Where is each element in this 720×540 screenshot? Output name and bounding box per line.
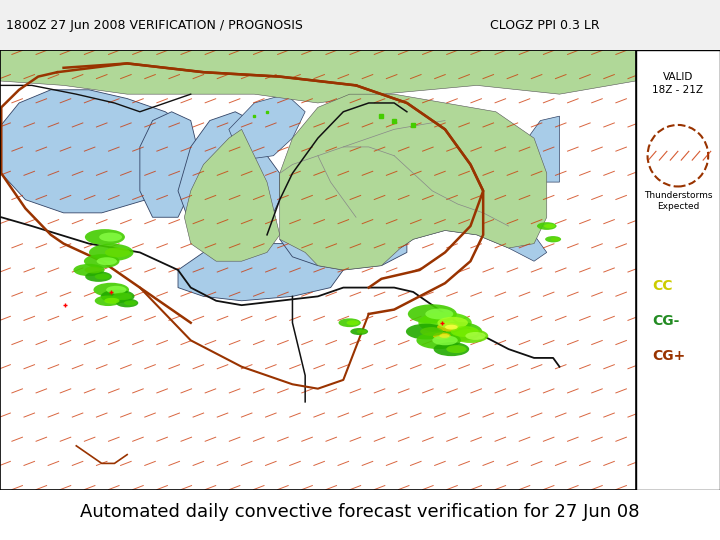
Text: Automated daily convective forecast verification for 27 Jun 08: Automated daily convective forecast veri… — [80, 503, 640, 522]
Text: CG+: CG+ — [652, 349, 686, 363]
Ellipse shape — [551, 238, 560, 241]
Ellipse shape — [113, 293, 132, 300]
Ellipse shape — [438, 317, 468, 329]
Ellipse shape — [116, 299, 138, 307]
Polygon shape — [178, 112, 280, 244]
Ellipse shape — [465, 332, 486, 340]
Ellipse shape — [84, 254, 120, 268]
Ellipse shape — [124, 300, 137, 306]
Ellipse shape — [420, 327, 443, 336]
Polygon shape — [0, 50, 636, 103]
Ellipse shape — [545, 236, 561, 242]
Text: Thunderstorms
Expected: Thunderstorms Expected — [644, 191, 712, 211]
Ellipse shape — [433, 322, 482, 341]
Ellipse shape — [351, 328, 368, 335]
Ellipse shape — [89, 244, 133, 261]
Text: CG-: CG- — [652, 314, 680, 328]
Ellipse shape — [105, 247, 130, 258]
Ellipse shape — [95, 295, 122, 306]
Ellipse shape — [338, 319, 361, 327]
Polygon shape — [229, 94, 305, 160]
Polygon shape — [280, 213, 407, 270]
Ellipse shape — [418, 312, 472, 333]
Ellipse shape — [453, 329, 488, 343]
Text: CC: CC — [652, 279, 673, 293]
Ellipse shape — [446, 345, 467, 353]
Ellipse shape — [346, 320, 359, 325]
Ellipse shape — [439, 334, 449, 338]
Ellipse shape — [544, 224, 555, 228]
Polygon shape — [394, 200, 546, 261]
Polygon shape — [178, 244, 343, 301]
Polygon shape — [280, 94, 546, 270]
Ellipse shape — [95, 274, 110, 280]
Ellipse shape — [416, 332, 461, 349]
Polygon shape — [1, 90, 197, 213]
Ellipse shape — [104, 298, 120, 303]
Ellipse shape — [106, 286, 127, 294]
Ellipse shape — [433, 333, 451, 340]
Ellipse shape — [433, 342, 469, 356]
Ellipse shape — [84, 267, 102, 273]
Ellipse shape — [356, 329, 366, 334]
Ellipse shape — [96, 257, 117, 265]
Ellipse shape — [426, 308, 454, 319]
Ellipse shape — [537, 222, 557, 230]
Ellipse shape — [73, 264, 104, 276]
Ellipse shape — [85, 271, 112, 282]
Text: 1800Z 27 Jun 2008 VERIFICATION / PROGNOSIS: 1800Z 27 Jun 2008 VERIFICATION / PROGNOS… — [6, 18, 302, 32]
Ellipse shape — [99, 233, 122, 241]
Ellipse shape — [85, 229, 125, 245]
Ellipse shape — [437, 323, 459, 332]
Ellipse shape — [406, 323, 446, 340]
Ellipse shape — [94, 283, 129, 297]
Ellipse shape — [445, 325, 458, 329]
Text: CLOGZ PPI 0.3 LR: CLOGZ PPI 0.3 LR — [490, 18, 599, 32]
Polygon shape — [140, 112, 197, 217]
Polygon shape — [521, 116, 559, 182]
Polygon shape — [184, 130, 280, 261]
Ellipse shape — [408, 304, 456, 323]
Text: VALID
18Z - 21Z: VALID 18Z - 21Z — [652, 72, 703, 96]
Ellipse shape — [451, 326, 479, 337]
Ellipse shape — [432, 335, 458, 345]
Ellipse shape — [101, 289, 135, 303]
